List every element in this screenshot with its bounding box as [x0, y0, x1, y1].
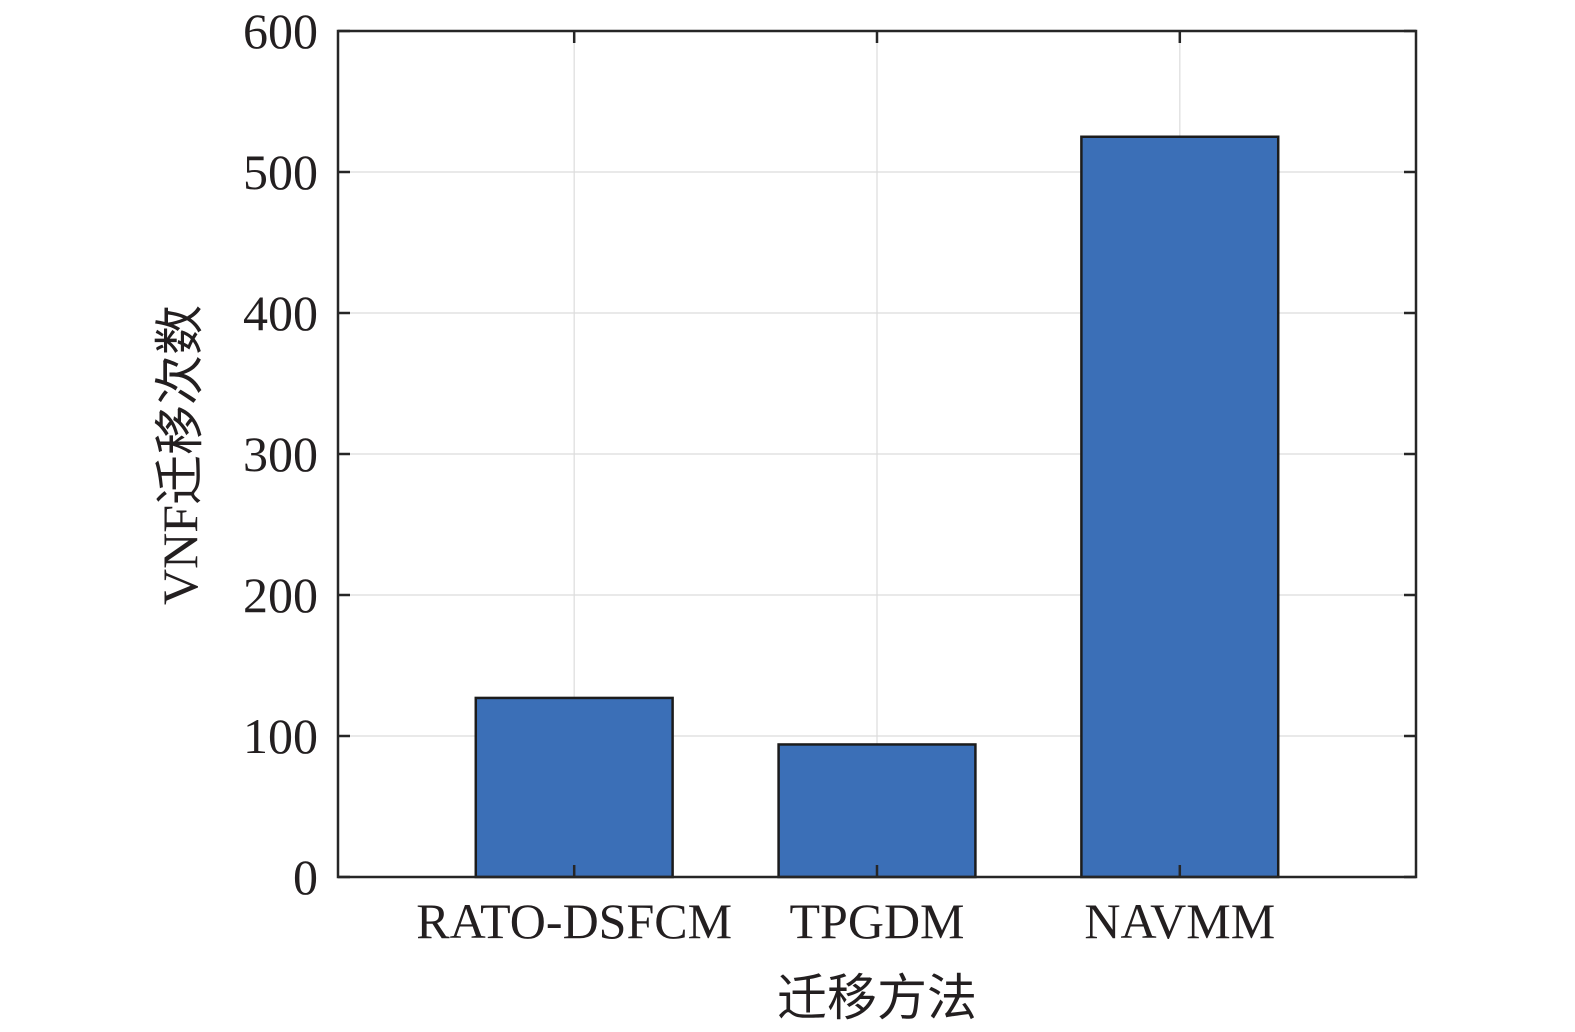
y-axis-tick-labels: 0 100 200 300 400 500 600 — [243, 3, 318, 905]
y-axis-label: VNF迁移次数 — [152, 305, 208, 605]
y-tick-label-600: 600 — [243, 3, 318, 59]
y-tick-label-300: 300 — [243, 426, 318, 482]
x-tick-label-rato-dsfcm: RATO-DSFCM — [416, 893, 732, 949]
bar-navmm — [1080, 135, 1280, 879]
bar-rato-dsfcm — [474, 696, 674, 879]
x-axis-tick-labels: RATO-DSFCM TPGDM NAVMM — [416, 893, 1275, 949]
x-tick-label-tpgdm: TPGDM — [789, 893, 964, 949]
y-tick-label-100: 100 — [243, 708, 318, 764]
x-axis-label: 迁移方法 — [777, 970, 977, 1026]
y-tick-label-500: 500 — [243, 144, 318, 200]
y-tick-label-200: 200 — [243, 567, 318, 623]
x-tick-label-navmm: NAVMM — [1084, 893, 1275, 949]
y-tick-label-0: 0 — [293, 849, 318, 905]
bar-tpgdm — [777, 743, 977, 879]
y-tick-label-400: 400 — [243, 285, 318, 341]
plot-frame — [336, 29, 1418, 879]
